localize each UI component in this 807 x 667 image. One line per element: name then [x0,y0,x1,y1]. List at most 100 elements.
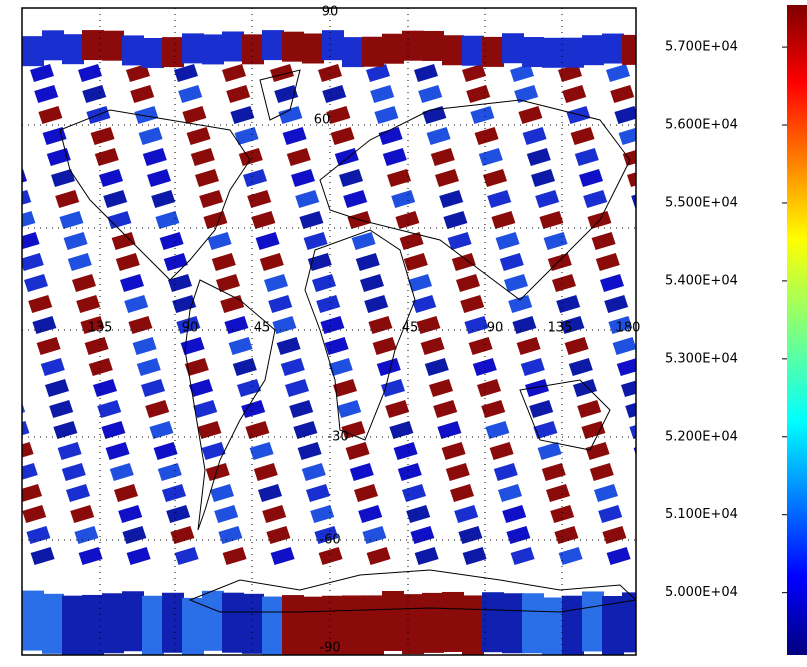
swath-segment [574,148,599,166]
swath-segment [558,64,582,82]
swath-segment [134,106,159,124]
swath-segment [408,274,432,292]
swath-segment [201,442,226,460]
polar-swath [442,35,464,66]
swath-segment [675,169,699,187]
swath-segment [55,190,80,208]
swath-segment [307,253,332,271]
colorbar-tick-label: 5.000E+04 [665,585,738,600]
swath-segment [633,447,636,456]
swath-segment [74,526,99,544]
swath-segment [63,232,88,250]
swath-segment [22,232,40,250]
swath-segment [157,463,182,481]
swath-segment [22,157,23,161]
longitude-labels: 135 90 45 45 90 135 180 [88,321,641,336]
swath-segment [182,106,207,124]
swath-segment [738,484,762,502]
swath-segment [38,106,63,124]
swath-segment [493,463,518,481]
swath-segment [686,463,710,481]
longitude-label: 135 [88,321,113,336]
swath-segment [520,358,545,376]
swath-segment [203,211,228,229]
polar-swath [362,595,384,655]
swath-segment [618,127,636,145]
polar-swath [622,592,636,653]
polar-swath [322,30,344,61]
swath-segment [717,379,741,397]
colorbar-tick-label: 5.100E+04 [665,507,738,522]
swath-segment [193,400,218,418]
swath-segment [610,85,635,103]
swath-segment [22,463,38,480]
latitude-label: -90 [319,641,340,656]
swath-segment [627,172,636,187]
swath-segment [654,64,678,82]
swath-segment [57,442,82,460]
swath-segment [414,547,439,565]
swath-segment [433,400,458,418]
swath-segment [210,484,234,502]
polar-swath [582,591,604,652]
swath-segment [0,106,14,124]
swath-segment [224,316,249,334]
swath-segment [656,316,680,334]
swath-segment [286,148,311,166]
swath-segment [441,442,466,460]
swath-segment [166,505,191,523]
swath-segment [266,526,291,544]
swath-segment [462,64,486,82]
colorbar [787,5,807,655]
swath-segment [174,64,198,82]
swath-segment [506,526,531,544]
swath-segment [170,526,195,544]
swath-segment [84,337,109,355]
swath-segment [464,316,489,334]
swath-segment [228,337,253,355]
colorbar-tick-label: 5.400E+04 [665,273,738,288]
coastlines [59,69,636,613]
swath-segment [703,547,727,565]
swath-segment [222,64,246,82]
swath-segment [635,216,636,219]
swath-segment [190,148,215,166]
swath-segment [606,64,630,82]
latitude-label: -30 [327,430,348,445]
swath-segment [61,463,86,481]
swath-segment [456,274,480,292]
swath-segment [366,64,390,82]
swath-segment [414,64,438,82]
swath-segment [451,253,476,271]
swath-segment [22,190,32,205]
swath-segment [180,337,205,355]
swath-segment [214,505,239,523]
swath-segment [598,505,623,523]
swath-segment [595,253,620,271]
swath-segment [560,316,585,334]
swath-segment [382,148,407,166]
swath-segment [410,526,435,544]
polar-swath [342,595,364,655]
swath-segment [243,169,267,187]
swath-segment [389,421,414,439]
swath-segment [698,526,722,544]
swath-segment [22,484,42,502]
polar-swath [282,31,304,62]
swath-segment [362,526,387,544]
swath-segment [126,64,150,82]
swath-segment [481,400,506,418]
swath-segment [147,169,171,187]
swath-segment [368,316,393,334]
polar-swath [422,592,444,653]
swath-segment [458,526,483,544]
swath-segment [531,169,555,187]
swath-segment [644,253,668,271]
graticule [22,8,636,655]
swath-segment [700,295,724,313]
swath-segment [264,274,288,292]
swath-segment [602,526,627,544]
polar-swath [562,595,584,655]
swath-segment [435,169,459,187]
swath-segment [487,190,512,208]
